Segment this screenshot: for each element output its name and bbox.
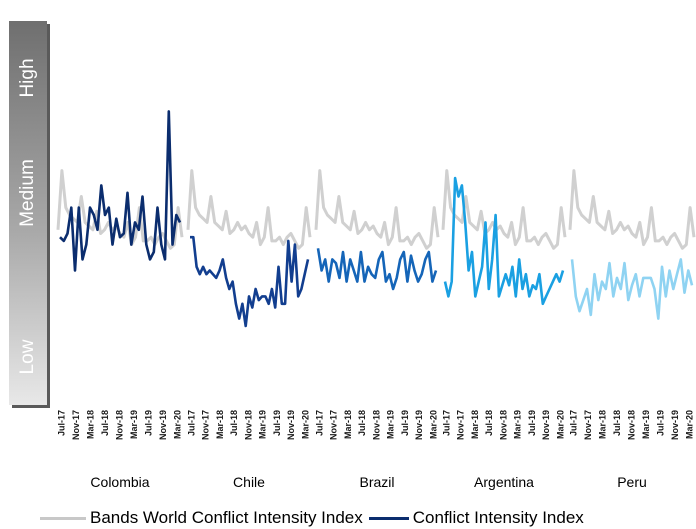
brazil-benchmark-line: [314, 169, 440, 250]
x-tick-label: Jul-17: [186, 410, 196, 436]
legend-benchmark-swatch: [40, 516, 86, 520]
x-tick-label: Nov-17: [456, 410, 466, 440]
x-tick-label: Jul-17: [314, 410, 324, 436]
x-tick-label: Nov-19: [414, 410, 424, 440]
x-tick-label: Mar-20: [684, 410, 694, 439]
brazil-conflict-line: [316, 248, 438, 291]
country-label-chile: Chile: [233, 474, 265, 490]
x-tick-label: Jul-18: [100, 410, 110, 436]
x-tick-label: Mar-20: [300, 410, 310, 439]
x-tick-label: Mar-19: [386, 410, 396, 439]
legend-country-swatch: [368, 516, 409, 520]
country-label-argentina: Argentina: [474, 474, 534, 490]
x-tick-label: Mar-18: [85, 410, 95, 439]
x-tick-label: Jul-19: [527, 410, 537, 436]
argentina-benchmark-line: [441, 169, 567, 250]
x-tick-label: Jul-18: [612, 410, 622, 436]
x-tick-label: Nov-17: [329, 410, 339, 440]
x-tick-label: Nov-19: [670, 410, 680, 440]
chile-conflict-line: [190, 235, 310, 328]
country-label-peru: Peru: [617, 474, 647, 490]
peru-benchmark-line: [568, 169, 696, 250]
x-tick-label: Nov-17: [71, 410, 81, 440]
x-tick-label: Mar-19: [258, 410, 268, 439]
x-tick-label: Nov-17: [201, 410, 211, 440]
x-tick-label: Jul-19: [655, 410, 665, 436]
x-tick-label: Mar-18: [215, 410, 225, 439]
x-tick-label: Jul-18: [229, 410, 239, 436]
x-tick-label: Mar-18: [343, 410, 353, 439]
x-tick-label: Nov-18: [626, 410, 636, 440]
level-label-medium: Medium: [17, 159, 38, 227]
level-label-low: Low: [17, 339, 38, 374]
x-tick-label: Jul-17: [56, 410, 66, 436]
conflict-intensity-chart: High Medium Low Jul-17 Nov-17 Mar-18 Jul-18…: [9, 21, 696, 490]
x-tick-label: Nov-18: [371, 410, 381, 440]
colombia-conflict-line: [59, 110, 182, 272]
x-tick-label: Mar-20: [172, 410, 182, 439]
x-tick-label: Nov-17: [583, 410, 593, 440]
country-panels: Jul-17 Nov-17 Mar-18 Jul-18 Nov-18 Mar-19 Jul-…: [56, 110, 696, 490]
x-tick-label: Mar-19: [513, 410, 523, 439]
x-tick-label: Jul-19: [272, 410, 282, 436]
x-tick-label: Nov-19: [286, 410, 296, 440]
x-tick-label: Nov-19: [541, 410, 551, 440]
x-tick-label: Mar-19: [129, 410, 139, 439]
x-tick-label: Nov-18: [243, 410, 253, 440]
x-tick-label: Jul-17: [441, 410, 451, 436]
x-tick-label: Nov-18: [498, 410, 508, 440]
level-label-high: High: [17, 58, 38, 97]
x-tick-label: Mar-18: [470, 410, 480, 439]
argentina-conflict-line: [443, 176, 565, 306]
x-tick-label: Jul-17: [568, 410, 578, 436]
x-tick-label: Nov-19: [158, 410, 168, 440]
x-tick-label: Mar-20: [555, 410, 565, 439]
legend-benchmark-label: Bands World Conflict Intensity Index: [90, 508, 363, 527]
x-tick-label: Mar-18: [597, 410, 607, 439]
x-tick-label: Jul-18: [357, 410, 367, 436]
country-label-colombia: Colombia: [90, 474, 149, 490]
intensity-scale-bar: [9, 21, 47, 405]
peru-conflict-line: [570, 258, 694, 320]
legend-country-label: Conflict Intensity Index: [412, 508, 584, 527]
x-tick-label: Nov-18: [114, 410, 124, 440]
x-tick-label: Jul-19: [400, 410, 410, 436]
legend: Bands World Conflict Intensity Index Con…: [40, 508, 690, 528]
x-tick-label: Jul-19: [143, 410, 153, 436]
x-tick-label: Mar-19: [641, 410, 651, 439]
country-label-brazil: Brazil: [359, 474, 394, 490]
chile-benchmark-line: [186, 169, 312, 250]
x-tick-label: Mar-20: [428, 410, 438, 439]
x-tick-label: Jul-18: [484, 410, 494, 436]
